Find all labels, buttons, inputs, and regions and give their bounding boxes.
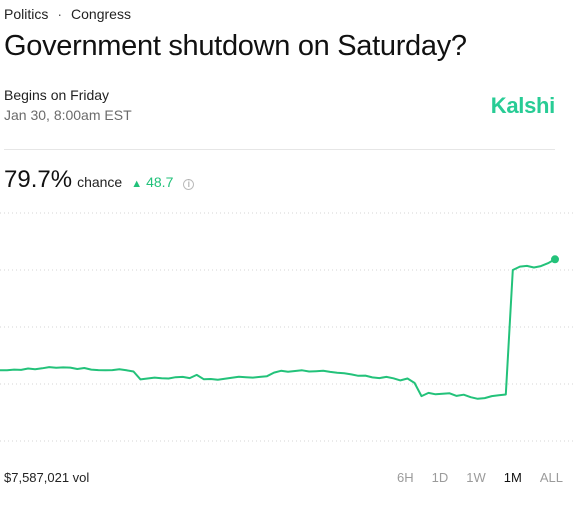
breadcrumb-category[interactable]: Politics <box>4 6 49 22</box>
kalshi-logo[interactable]: Kalshi <box>490 93 556 118</box>
breadcrumb: Politics · Congress <box>4 6 131 22</box>
range-tab-6h[interactable]: 6H <box>397 470 414 485</box>
series-line <box>0 258 556 400</box>
info-icon[interactable]: i <box>183 179 195 190</box>
range-tab-1m[interactable]: 1M <box>503 470 522 485</box>
range-tab-1w[interactable]: 1W <box>466 470 486 485</box>
change-value: 48.7 <box>146 174 174 190</box>
volume-label: $7,587,021 vol <box>4 470 90 485</box>
date-label: Jan 30, 8:00am EST <box>4 107 132 123</box>
up-triangle-icon: ▲ <box>131 178 143 190</box>
chart-grid <box>0 212 575 442</box>
breadcrumb-separator: · <box>57 6 63 22</box>
range-tab-1d[interactable]: 1D <box>431 470 449 485</box>
change-indicator: ▲ 48.7 <box>131 174 173 190</box>
chance-label: chance <box>77 174 123 190</box>
divider <box>4 149 555 150</box>
page-title: Government shutdown on Saturday? <box>4 30 467 62</box>
price-chart[interactable] <box>0 205 575 455</box>
time-range-selector: 6H 1D 1W 1M ALL <box>379 470 563 485</box>
end-point-marker[interactable] <box>551 255 559 264</box>
range-tab-all[interactable]: ALL <box>539 470 563 485</box>
probability-stats: 79.7% chance ▲ 48.7 i <box>4 166 195 194</box>
begins-label: Begins on Friday <box>4 87 110 103</box>
breadcrumb-subcategory[interactable]: Congress <box>71 6 131 22</box>
probability-value: 79.7% <box>4 166 73 193</box>
